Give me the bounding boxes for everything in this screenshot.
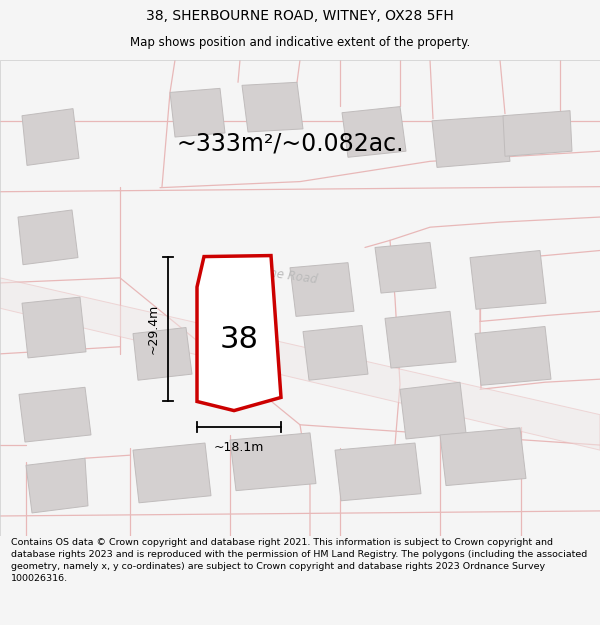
Polygon shape — [440, 428, 526, 486]
Text: ~18.1m: ~18.1m — [214, 441, 264, 454]
Polygon shape — [0, 278, 600, 450]
Text: ~29.4m: ~29.4m — [147, 304, 160, 354]
Text: ~333m²/~0.082ac.: ~333m²/~0.082ac. — [176, 131, 404, 155]
Polygon shape — [303, 326, 368, 380]
Polygon shape — [133, 328, 192, 380]
Polygon shape — [19, 388, 91, 442]
Polygon shape — [197, 256, 281, 411]
Polygon shape — [375, 242, 436, 293]
Polygon shape — [475, 326, 551, 385]
Polygon shape — [18, 210, 78, 264]
Polygon shape — [400, 382, 466, 439]
Polygon shape — [230, 433, 316, 491]
Polygon shape — [385, 311, 456, 368]
Polygon shape — [335, 443, 421, 501]
Text: Map shows position and indicative extent of the property.: Map shows position and indicative extent… — [130, 36, 470, 49]
Polygon shape — [342, 107, 406, 158]
Text: 38: 38 — [219, 326, 258, 354]
Polygon shape — [170, 88, 225, 137]
Polygon shape — [290, 262, 354, 316]
Polygon shape — [503, 111, 572, 156]
Polygon shape — [242, 82, 303, 132]
Polygon shape — [26, 458, 88, 513]
Polygon shape — [22, 297, 86, 358]
Polygon shape — [432, 116, 510, 168]
Text: Contains OS data © Crown copyright and database right 2021. This information is : Contains OS data © Crown copyright and d… — [11, 538, 587, 582]
Text: 38, SHERBOURNE ROAD, WITNEY, OX28 5FH: 38, SHERBOURNE ROAD, WITNEY, OX28 5FH — [146, 9, 454, 22]
Polygon shape — [22, 109, 79, 166]
Polygon shape — [470, 251, 546, 309]
Polygon shape — [133, 443, 211, 503]
Text: Sherbourne Road: Sherbourne Road — [215, 259, 319, 286]
